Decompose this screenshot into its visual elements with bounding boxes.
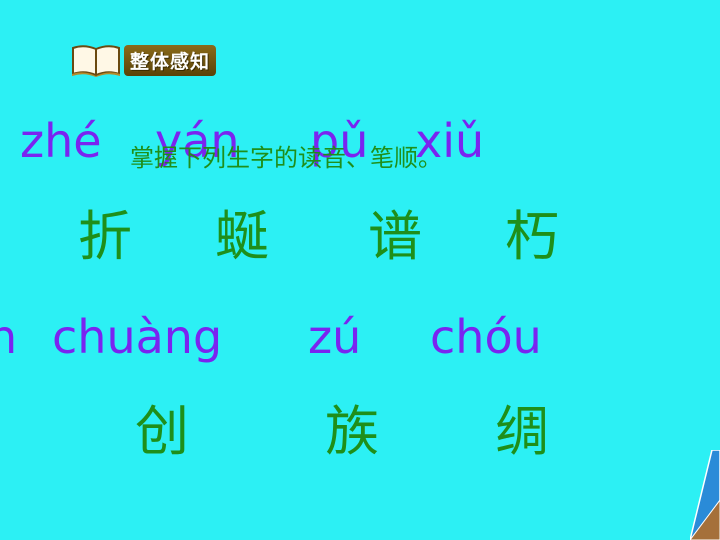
hanzi-chuang: 创 — [135, 400, 189, 463]
section-title: 整体感知 — [124, 44, 217, 76]
pinyin-zhe: zhé — [20, 114, 102, 168]
pinyin-zu: zú — [308, 310, 362, 364]
instruction-text: 掌握下列生字的读音、笔顺。 — [130, 144, 442, 172]
pinyin-chou: chóu — [430, 310, 542, 364]
slide-header: 整体感知 — [70, 42, 217, 78]
hanzi-pu: 谱 — [368, 205, 422, 268]
hanzi-yan: 蜒 — [215, 205, 269, 268]
hanzi-xiu: 朽 — [505, 205, 559, 268]
pinyin-partial-n: n — [0, 310, 18, 364]
hanzi-zu: 族 — [325, 400, 379, 463]
pinyin-yan: yán — [155, 114, 240, 168]
pinyin-pu: pǔ — [310, 114, 369, 168]
hanzi-zhe: 折 — [78, 205, 132, 268]
book-icon — [72, 45, 120, 77]
hanzi-chou: 绸 — [495, 400, 549, 463]
pinyin-chuang: chuàng — [52, 310, 223, 364]
corner-decoration — [690, 450, 720, 540]
pinyin-xiu: xiǔ — [415, 114, 485, 168]
